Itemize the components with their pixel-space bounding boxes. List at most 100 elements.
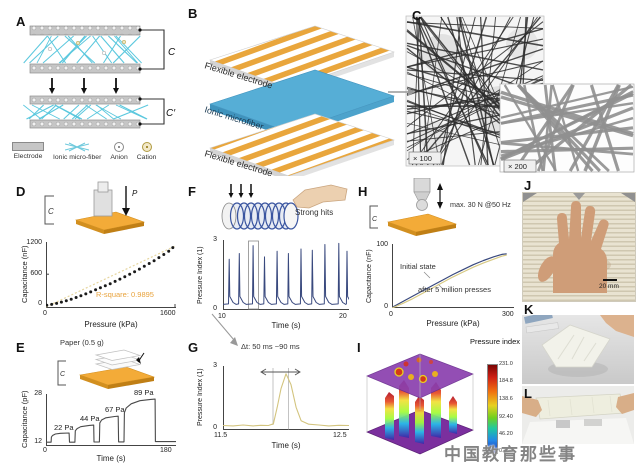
projection-hotspots xyxy=(394,357,438,384)
step-label-44pa: 44 Pa xyxy=(80,414,100,423)
legend-fiber-label: Ionic micro-fiber xyxy=(53,154,102,161)
strong-hit-inset xyxy=(221,184,348,230)
delta-t-annotation: Δt: 50 ms ~90 ms xyxy=(241,342,300,351)
y-tick: 100 xyxy=(376,241,388,248)
panel-I-label: I xyxy=(357,340,361,355)
colorbar-tick: 92.40 xyxy=(499,414,513,420)
panel-H-label: H xyxy=(358,184,368,199)
y-tick: 1200 xyxy=(26,239,42,246)
holding-hand xyxy=(600,315,634,337)
series-label-initial: Initial state xyxy=(400,262,436,271)
press-arrows xyxy=(51,78,117,88)
fiber-swatch xyxy=(65,142,90,152)
step-label-67pa: 67 Pa xyxy=(105,405,125,414)
x-tick: 300 xyxy=(502,311,514,318)
x-tick: 12.5 xyxy=(333,432,347,439)
y-tick: 0 xyxy=(213,305,217,312)
colorbar-tick: 184.8 xyxy=(499,378,513,384)
panel-J-label: J xyxy=(524,178,532,193)
d-xlabel: Pressure (kPa) xyxy=(84,320,138,329)
x-tick: 20 xyxy=(339,313,347,320)
colorbar-tick: 138.6 xyxy=(499,396,513,402)
bottom-electrode-layer xyxy=(209,113,395,176)
d-chart xyxy=(46,242,176,308)
hitting-hand xyxy=(292,184,348,209)
capacitance-C-label: C xyxy=(168,47,176,58)
panel-J: J 20 mm xyxy=(522,178,636,302)
panel-G-label: G xyxy=(188,340,199,355)
fiber-mesh-dense xyxy=(406,16,544,166)
inset-C-label: C xyxy=(60,371,66,378)
hand-on-sensor-photo: 20 mm xyxy=(522,192,636,302)
panel-D: D C P Capacitance (nF) 1200 600 0 0 1600… xyxy=(8,178,180,336)
y-tick: 3 xyxy=(213,362,217,369)
mag-200-text: × 200 xyxy=(508,162,527,171)
x-tick: 0 xyxy=(43,310,47,317)
stretch-film-overlay xyxy=(522,393,634,444)
y-tick: 12 xyxy=(34,438,42,445)
colorbar-tick: 231.0 xyxy=(499,361,513,367)
ionic-fibers-top xyxy=(23,35,142,64)
zoom-highlight-box xyxy=(248,240,259,310)
uncompressed-sensor: C xyxy=(23,25,176,74)
panel-C: C × 100 × 200 xyxy=(400,2,638,176)
x-tick: 0 xyxy=(43,447,47,454)
colorbar-title: Pressure index xyxy=(469,337,521,346)
panel-E: E Paper (0.5 g) C Capacitance (pF) 28 12… xyxy=(8,338,180,464)
f-chart xyxy=(223,240,349,310)
scale-bar xyxy=(603,279,617,281)
step-label-89pa: 89 Pa xyxy=(134,388,154,397)
y-tick: 600 xyxy=(30,270,42,277)
panel-A: A C xyxy=(6,2,182,176)
pressure-peaks xyxy=(385,380,457,444)
right-hand xyxy=(616,393,634,414)
b-to-c-arrow xyxy=(388,88,415,96)
inset-C-label: C xyxy=(372,216,378,223)
legend-anion-label: Anion xyxy=(110,154,128,161)
h-ylabel: Capacitance (nF) xyxy=(366,249,373,303)
step-label-22pa: 22 Pa xyxy=(54,423,74,432)
fiber-mesh-coarse xyxy=(500,83,634,173)
legend-ionic-fiber: Ionic micro-fiber xyxy=(53,142,101,161)
y-tick: 3 xyxy=(213,236,217,243)
exploded-layers-diagram: Flexible electrode Ionic microfiber Flex… xyxy=(203,25,395,176)
sem-images: × 100 × 200 xyxy=(405,15,635,173)
legend-anion: Anion xyxy=(110,142,128,161)
panel-G: G Δt: 50 ms ~90 ms Pressure Index (1) 3 … xyxy=(183,338,357,464)
f-to-g-arrow xyxy=(211,313,238,346)
sem-image-100x xyxy=(405,15,545,167)
capacitance-Cprime-label: C′ xyxy=(166,108,176,119)
x-tick: 0 xyxy=(389,311,393,318)
y-tick: 28 xyxy=(34,390,42,397)
panel-L-label: L xyxy=(524,386,532,401)
crumpled-device-photo xyxy=(522,315,634,384)
pressure-map-3d-plot xyxy=(366,353,474,455)
max-force-note: max. 30 N @50 Hz xyxy=(450,200,511,209)
hit-arrows xyxy=(230,184,252,193)
y-tick: 0 xyxy=(38,300,42,307)
crumpled-device-overlay xyxy=(524,315,634,377)
panel-A-label: A xyxy=(16,14,26,29)
strong-hits-label: Strong hits xyxy=(295,208,334,217)
legend-electrode-label: Electrode xyxy=(13,153,43,160)
series-label-after: after 5 million presses xyxy=(418,285,491,294)
scale-label: 20 mm xyxy=(599,283,619,290)
inset-P-label: P xyxy=(132,189,138,198)
legend-electrode: Electrode xyxy=(12,142,44,160)
g-chart xyxy=(223,366,349,430)
x-tick: 1600 xyxy=(160,310,176,317)
panel-D-label: D xyxy=(16,184,26,199)
f-xlabel: Time (s) xyxy=(271,321,301,330)
panel-L: L xyxy=(522,384,636,446)
frame-lines xyxy=(366,354,474,432)
g-xlabel: Time (s) xyxy=(271,441,301,450)
panel-F: F Strong hits Pressure Index (1) xyxy=(183,178,357,336)
anion-swatch xyxy=(114,142,125,152)
panel-I: I xyxy=(355,337,522,464)
magnification-badge-200: × 200 xyxy=(503,159,537,173)
panel-K: K xyxy=(522,302,636,384)
paper-test-inset: C xyxy=(57,349,156,389)
press-arrowheads xyxy=(49,88,119,94)
fabric-sensor xyxy=(541,324,611,368)
r-square-annotation: R-square: 0.9895 xyxy=(96,290,154,299)
